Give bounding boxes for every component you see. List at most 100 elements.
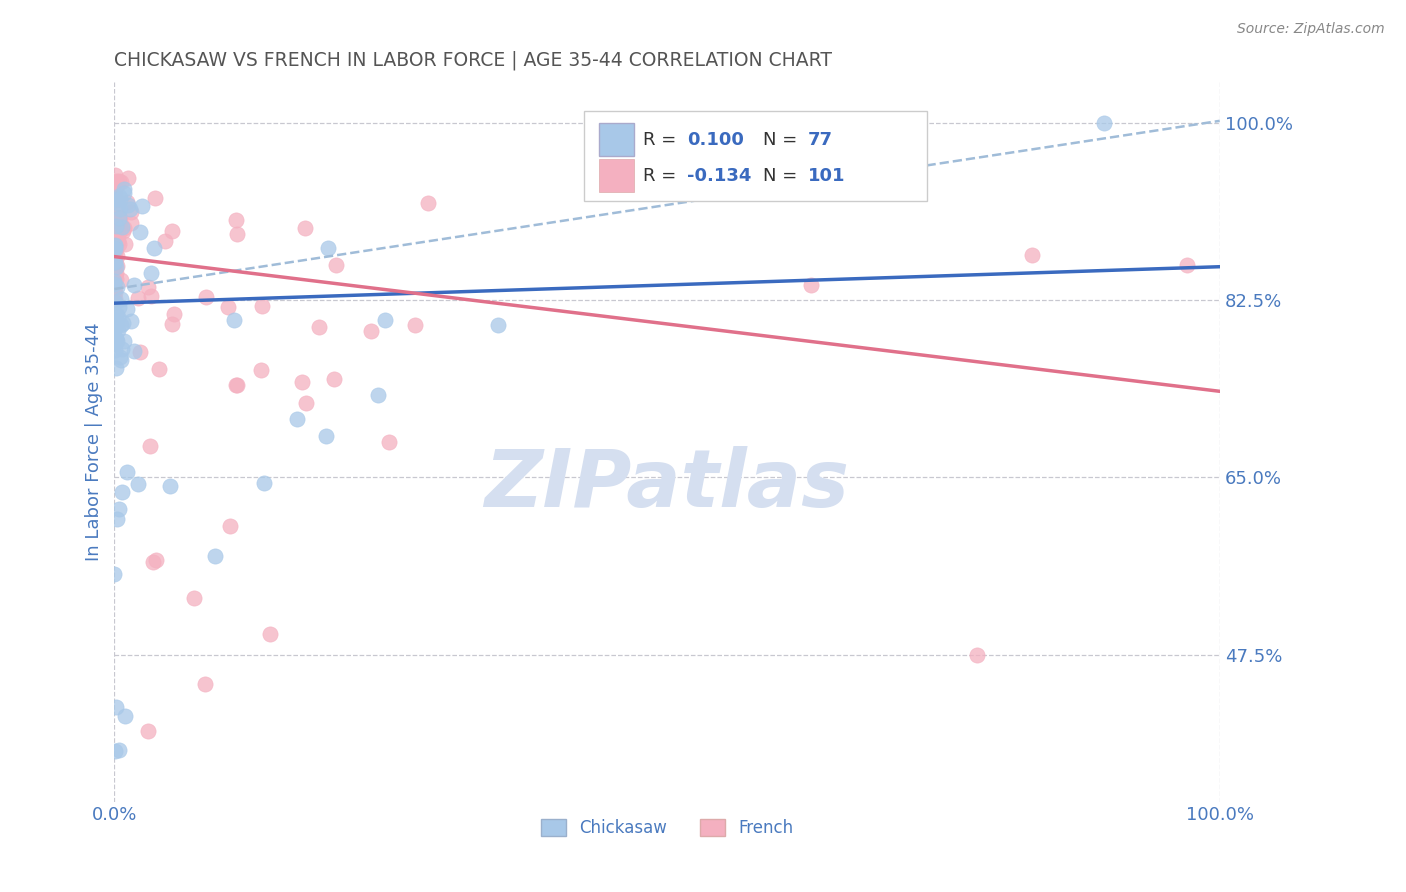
- Point: [107, 323, 129, 337]
- Point: [108, 202, 131, 216]
- Point: [105, 249, 128, 263]
- Point: [108, 211, 131, 225]
- Text: -0.134: -0.134: [688, 167, 751, 185]
- Point: [103, 281, 125, 295]
- Point: [1175, 258, 1198, 272]
- Point: [486, 318, 509, 332]
- Point: [225, 377, 247, 392]
- Point: [104, 190, 127, 204]
- Text: R =: R =: [643, 131, 682, 149]
- Point: [374, 313, 396, 327]
- Point: [103, 277, 125, 291]
- Point: [204, 549, 226, 563]
- Point: [107, 188, 129, 202]
- Point: [194, 677, 217, 691]
- Point: [153, 234, 176, 248]
- Point: [225, 213, 247, 227]
- Point: [105, 318, 128, 332]
- Point: [404, 318, 426, 333]
- Point: [250, 363, 273, 377]
- Point: [104, 361, 127, 376]
- Point: [141, 266, 163, 280]
- Point: [162, 317, 184, 331]
- Point: [103, 255, 125, 269]
- Y-axis label: In Labor Force | Age 35-44: In Labor Force | Age 35-44: [86, 323, 103, 561]
- Point: [115, 465, 138, 479]
- Point: [104, 331, 127, 345]
- Point: [325, 258, 347, 272]
- Point: [104, 266, 127, 280]
- Point: [105, 217, 128, 231]
- Point: [104, 272, 127, 286]
- Point: [124, 343, 146, 358]
- Point: [107, 502, 129, 516]
- Point: [120, 216, 142, 230]
- Point: [136, 280, 159, 294]
- Point: [112, 334, 135, 348]
- Text: R =: R =: [643, 167, 682, 185]
- Point: [291, 375, 314, 389]
- Point: [107, 310, 129, 324]
- Text: N =: N =: [763, 167, 803, 185]
- Point: [104, 174, 127, 188]
- Point: [110, 484, 132, 499]
- Point: [110, 318, 132, 332]
- Point: [103, 241, 125, 255]
- Point: [194, 290, 217, 304]
- Point: [112, 221, 135, 235]
- Point: [104, 241, 127, 255]
- Point: [112, 182, 135, 196]
- Point: [323, 372, 346, 386]
- Point: [105, 307, 128, 321]
- Point: [217, 300, 239, 314]
- Point: [108, 174, 131, 188]
- Point: [107, 198, 129, 212]
- Point: [107, 196, 129, 211]
- Point: [966, 648, 988, 662]
- Point: [111, 224, 134, 238]
- Point: [308, 319, 330, 334]
- Point: [110, 175, 132, 189]
- Point: [103, 227, 125, 241]
- Point: [103, 274, 125, 288]
- Point: [226, 227, 249, 242]
- Point: [108, 192, 131, 206]
- Point: [1021, 247, 1043, 261]
- Text: N =: N =: [763, 131, 803, 149]
- Point: [104, 228, 127, 243]
- Point: [108, 743, 131, 757]
- Point: [159, 479, 181, 493]
- Point: [110, 351, 132, 365]
- Point: [103, 337, 125, 351]
- Point: [253, 476, 276, 491]
- Point: [104, 343, 127, 358]
- Point: [110, 215, 132, 229]
- Point: [104, 186, 127, 200]
- Point: [107, 218, 129, 232]
- Point: [114, 237, 136, 252]
- Point: [115, 301, 138, 316]
- Point: [162, 224, 184, 238]
- Point: [103, 283, 125, 297]
- Point: [104, 193, 127, 207]
- FancyBboxPatch shape: [599, 123, 634, 156]
- Point: [259, 626, 281, 640]
- Point: [127, 291, 149, 305]
- Point: [294, 221, 316, 235]
- Point: [120, 313, 142, 327]
- Point: [105, 192, 128, 206]
- Point: [143, 241, 166, 255]
- Point: [104, 244, 127, 259]
- Text: 77: 77: [807, 131, 832, 149]
- Point: [108, 236, 131, 251]
- Point: [285, 411, 308, 425]
- Point: [104, 193, 127, 207]
- Point: [226, 378, 249, 392]
- Point: [105, 280, 128, 294]
- Point: [183, 591, 205, 605]
- Point: [104, 254, 127, 268]
- Point: [318, 241, 340, 255]
- Point: [418, 195, 440, 210]
- Point: [103, 272, 125, 286]
- Point: [103, 216, 125, 230]
